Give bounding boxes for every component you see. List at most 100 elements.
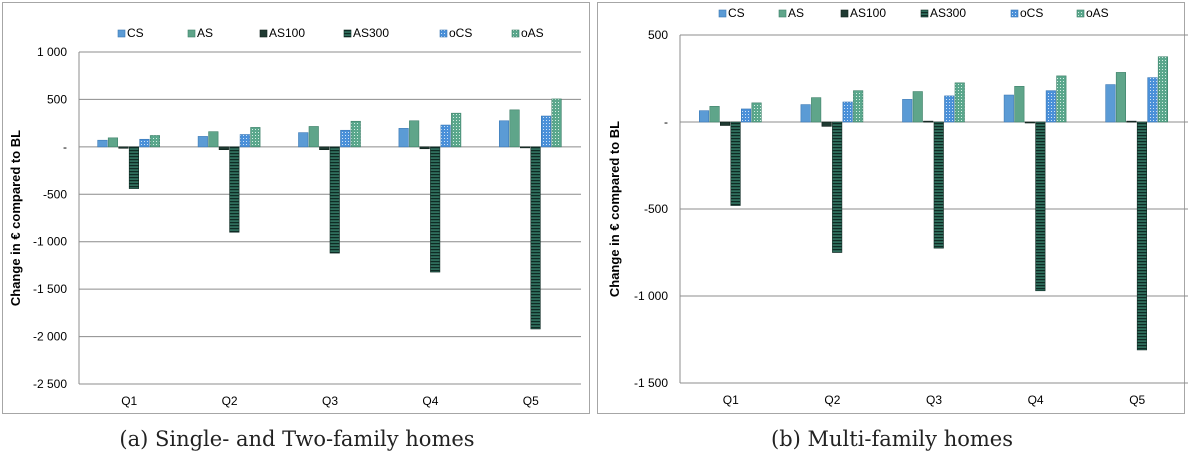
y-axis-label: Change in € compared to BL bbox=[607, 121, 622, 297]
bar-cs-q2 bbox=[800, 104, 811, 123]
chart-panel-a: 1 000 500 - -500 -1 000 -1 500 -2 000 -2 500 Cha… bbox=[0, 0, 594, 462]
legend-label: AS100 bbox=[850, 6, 886, 20]
bar-cs-q5 bbox=[1105, 84, 1116, 123]
bar-as100-q4 bbox=[1024, 121, 1035, 124]
x-tick-label: Q1 bbox=[723, 393, 739, 407]
y-tick-label: - bbox=[664, 115, 668, 129]
bar-ocs-q1 bbox=[139, 138, 150, 148]
x-tick-label: Q3 bbox=[322, 394, 338, 408]
chart-panel-b: 500 - -500 -1 000 -1 500 Change in € compared… bbox=[595, 0, 1189, 462]
legend-label: AS bbox=[197, 26, 213, 40]
legend-swatch bbox=[187, 29, 196, 38]
y-tick-label: -1 000 bbox=[33, 235, 67, 249]
bar-chart-multi-family: 500 - -500 -1 000 -1 500 Change in € compared… bbox=[607, 6, 1188, 407]
y-tick-label: -1 500 bbox=[33, 282, 67, 296]
bar-ocs-q5 bbox=[1147, 77, 1158, 123]
bar-ocs-q2 bbox=[239, 134, 250, 148]
bar-ocs-q3 bbox=[340, 129, 351, 148]
bar-ocs-q1 bbox=[741, 108, 752, 123]
bar-as-q5 bbox=[1115, 72, 1127, 123]
y-tick-label: 500 bbox=[47, 92, 67, 106]
bar-chart-single-two-family: 1 000 500 - -500 -1 000 -1 500 -2 000 -2 500 Cha… bbox=[8, 26, 581, 408]
bar-as100-q4 bbox=[419, 146, 430, 150]
bar-as100-q2 bbox=[821, 121, 832, 127]
bar-as-q5 bbox=[509, 109, 520, 148]
legend-label: AS100 bbox=[269, 26, 305, 40]
x-tick-label: Q5 bbox=[523, 394, 539, 408]
bar-as-q4 bbox=[409, 120, 420, 148]
bar-as300-q4 bbox=[430, 146, 441, 273]
bar-cs-q3 bbox=[298, 132, 309, 148]
y-tick-label: -500 bbox=[43, 187, 67, 201]
y-tick-label: -2 500 bbox=[33, 377, 67, 391]
bar-ocs-q2 bbox=[842, 101, 853, 123]
bar-as300-q3 bbox=[933, 121, 944, 249]
bar-oas-q5 bbox=[1157, 56, 1169, 123]
bar-as100-q3 bbox=[319, 146, 330, 151]
legend-label: CS bbox=[127, 26, 144, 40]
y-tick-label: -1 000 bbox=[634, 289, 668, 303]
legend-label: oCS bbox=[1020, 6, 1043, 20]
y-tick-label: -1 500 bbox=[634, 376, 668, 390]
legend-swatch bbox=[259, 29, 268, 38]
legend-swatch bbox=[1076, 9, 1085, 18]
x-tick-label: Q5 bbox=[1129, 393, 1145, 407]
bar-as300-q1 bbox=[730, 121, 741, 206]
legend-swatch bbox=[117, 29, 126, 38]
legend-label: oCS bbox=[449, 26, 472, 40]
bar-as-q3 bbox=[308, 126, 319, 148]
bar-ocs-q4 bbox=[440, 124, 451, 148]
bar-oas-q1 bbox=[751, 102, 762, 123]
bar-cs-q1 bbox=[97, 139, 108, 148]
bar-ocs-q3 bbox=[944, 95, 955, 123]
bar-oas-q3 bbox=[350, 120, 361, 148]
bar-cs-q1 bbox=[699, 110, 710, 123]
bar-cs-q4 bbox=[398, 128, 409, 148]
bar-oas-q2 bbox=[250, 127, 261, 148]
bar-as100-q2 bbox=[218, 146, 229, 151]
bar-as-q1 bbox=[709, 106, 720, 123]
bar-as-q3 bbox=[912, 91, 923, 123]
chart-caption: (b) Multi-family homes bbox=[771, 427, 1013, 451]
legend-label: oAS bbox=[1086, 6, 1109, 20]
bar-ocs-q4 bbox=[1045, 90, 1056, 123]
legend-swatch bbox=[778, 9, 787, 18]
bar-as300-q2 bbox=[229, 146, 240, 233]
bar-as300-q5 bbox=[530, 146, 541, 330]
bar-as300-q5 bbox=[1136, 121, 1148, 351]
bar-as300-q1 bbox=[128, 146, 139, 189]
x-tick-label: Q1 bbox=[121, 394, 137, 408]
bar-oas-q2 bbox=[853, 90, 864, 123]
legend-label: AS300 bbox=[930, 6, 966, 20]
bar-cs-q5 bbox=[498, 120, 510, 148]
y-tick-label: - bbox=[63, 140, 67, 154]
legend-label: AS300 bbox=[353, 26, 389, 40]
legend-swatch bbox=[343, 29, 352, 38]
bar-as300-q3 bbox=[329, 146, 340, 254]
bar-cs-q3 bbox=[902, 99, 913, 123]
bar-as100-q5 bbox=[519, 146, 531, 149]
x-tick-label: Q4 bbox=[1028, 393, 1044, 407]
legend-swatch bbox=[718, 9, 727, 18]
y-tick-label: -2 000 bbox=[33, 330, 67, 344]
y-axis-label: Change in € compared to BL bbox=[8, 130, 23, 306]
bar-as100-q1 bbox=[118, 146, 129, 149]
bar-cs-q2 bbox=[197, 136, 208, 148]
legend-swatch bbox=[439, 29, 448, 38]
chart-caption: (a) Single- and Two-family homes bbox=[119, 427, 475, 451]
legend-swatch bbox=[1010, 9, 1019, 18]
chart-frame bbox=[2, 2, 590, 414]
bar-oas-q4 bbox=[1056, 75, 1067, 123]
legend-swatch bbox=[840, 9, 849, 18]
bar-oas-q5 bbox=[551, 98, 562, 148]
bar-oas-q1 bbox=[149, 135, 160, 148]
bar-as100-q3 bbox=[923, 120, 934, 123]
bar-as-q2 bbox=[811, 97, 822, 123]
bar-as100-q1 bbox=[720, 121, 731, 126]
bar-as-q2 bbox=[208, 131, 219, 148]
bar-oas-q3 bbox=[954, 82, 965, 123]
chart-frame bbox=[597, 2, 1185, 414]
bar-as-q1 bbox=[107, 137, 118, 148]
y-tick-label: 1 000 bbox=[37, 45, 67, 59]
bar-as-q4 bbox=[1014, 86, 1025, 123]
